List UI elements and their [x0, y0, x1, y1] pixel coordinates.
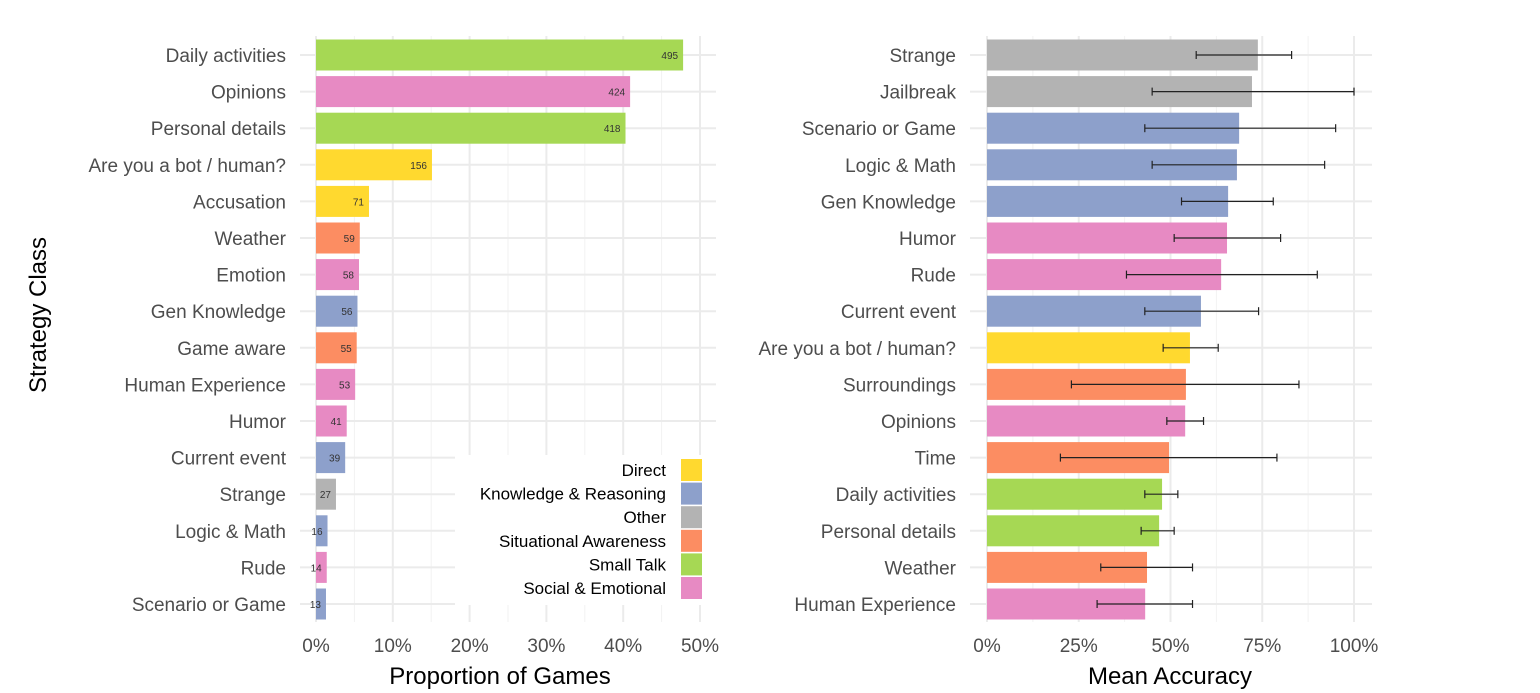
legend-label: Direct — [622, 461, 667, 480]
left-panel-proportion: 0% 10% 20% 30% 40% 50% Daily activities Opinion… — [88, 36, 719, 657]
right-panel-accuracy: 0% 25% 50% 75% 100% Strange Jailbreak Scenario … — [758, 36, 1378, 657]
legend-swatch — [681, 529, 702, 552]
bar — [316, 222, 360, 254]
x-tick-label: 0% — [302, 636, 330, 657]
x-tick-label: 30% — [527, 636, 565, 657]
bar-count-label: 156 — [410, 161, 427, 172]
x-tick-label: 50% — [1151, 636, 1189, 657]
legend-background — [455, 455, 717, 605]
bar — [316, 259, 360, 291]
y-tick-label: Are you a bot / human? — [88, 156, 286, 177]
y-tick-label: Strange — [219, 485, 286, 506]
y-tick-label: Opinions — [881, 412, 956, 433]
y-tick-label: Gen Knowledge — [821, 192, 956, 213]
bar-count-label: 55 — [341, 344, 353, 355]
bar — [316, 405, 347, 437]
y-tick-label: Emotion — [216, 266, 286, 287]
bar-count-label: 16 — [311, 527, 323, 538]
y-tick-label: Scenario or Game — [802, 119, 956, 140]
legend-swatch — [681, 459, 702, 481]
bar — [316, 588, 326, 620]
y-tick-label: Humor — [899, 229, 957, 250]
y-axis-title: Strategy Class — [25, 237, 52, 393]
bar — [987, 405, 1186, 437]
bar-count-label: 58 — [343, 271, 355, 282]
bar — [987, 332, 1190, 364]
bar — [316, 478, 336, 510]
legend-label: Other — [623, 508, 666, 527]
x-tick-label: 75% — [1243, 636, 1281, 657]
y-tick-label: Game aware — [177, 339, 286, 360]
bar — [316, 76, 631, 108]
y-tick-label: Strange — [889, 46, 956, 67]
x-tick-label: 50% — [681, 636, 719, 657]
bar-count-label: 56 — [341, 307, 353, 318]
bar-count-label: 495 — [661, 51, 678, 62]
bar-count-label: 59 — [344, 234, 356, 245]
legend-label: Knowledge & Reasoning — [480, 485, 666, 504]
x-tick-label: 40% — [604, 636, 642, 657]
y-tick-label: Personal details — [821, 522, 956, 543]
y-tick-label: Time — [914, 449, 956, 470]
bar-count-label: 39 — [329, 454, 341, 465]
y-tick-label: Logic & Math — [175, 522, 286, 543]
bar-count-label: 14 — [311, 563, 323, 574]
bar — [316, 39, 684, 71]
legend-swatch — [681, 553, 702, 576]
y-tick-label: Scenario or Game — [132, 595, 286, 616]
x-tick-label: 25% — [1060, 636, 1098, 657]
x-axis-title-left: Proportion of Games — [389, 663, 610, 690]
y-tick-label: Weather — [885, 558, 957, 579]
y-tick-label: Surroundings — [843, 375, 956, 396]
y-tick-label: Are you a bot / human? — [758, 339, 956, 360]
bar — [316, 185, 369, 217]
y-tick-label: Daily activities — [836, 485, 956, 506]
legend-swatch — [681, 506, 702, 529]
bar-count-label: 41 — [331, 417, 343, 428]
y-tick-label: Gen Knowledge — [151, 302, 286, 323]
bar-count-label: 27 — [320, 490, 332, 501]
y-tick-label: Opinions — [211, 83, 286, 104]
legend-label: Situational Awareness — [499, 532, 666, 551]
bar — [316, 515, 328, 547]
bar-count-label: 71 — [353, 197, 365, 208]
legend-label: Small Talk — [589, 555, 667, 574]
y-tick-label: Humor — [229, 412, 287, 433]
bar-count-label: 418 — [604, 124, 621, 135]
bar-count-label: 53 — [339, 380, 351, 391]
legend: Direct Knowledge & Reasoning Other Situatio… — [480, 459, 702, 599]
y-tick-label: Rude — [241, 558, 286, 579]
bar — [987, 515, 1160, 547]
bar — [316, 112, 626, 144]
bar-count-label: 424 — [608, 88, 625, 99]
y-tick-label: Rude — [911, 266, 956, 287]
x-axis-title-right: Mean Accuracy — [1088, 663, 1252, 690]
legend-swatch — [681, 577, 702, 599]
bar — [316, 368, 356, 400]
x-tick-label: 100% — [1330, 636, 1379, 657]
y-tick-label: Human Experience — [794, 595, 956, 616]
x-tick-label: 0% — [973, 636, 1001, 657]
y-tick-label: Human Experience — [124, 375, 286, 396]
y-tick-label: Personal details — [151, 119, 286, 140]
bar — [316, 551, 327, 583]
y-tick-label: Daily activities — [166, 46, 286, 67]
bar — [987, 478, 1163, 510]
y-tick-label: Weather — [215, 229, 287, 250]
bar — [316, 332, 357, 364]
x-tick-label: 10% — [374, 636, 412, 657]
y-tick-label: Jailbreak — [880, 83, 957, 104]
legend-label: Social & Emotional — [523, 579, 666, 598]
bar — [316, 295, 358, 327]
x-tick-label: 20% — [451, 636, 489, 657]
y-tick-label: Logic & Math — [845, 156, 956, 177]
y-tick-label: Accusation — [193, 192, 286, 213]
bar — [316, 442, 346, 474]
bar — [316, 149, 432, 181]
y-tick-label: Current event — [171, 449, 287, 470]
bar-count-label: 13 — [310, 600, 322, 611]
legend-swatch — [681, 482, 702, 505]
y-tick-label: Current event — [841, 302, 957, 323]
